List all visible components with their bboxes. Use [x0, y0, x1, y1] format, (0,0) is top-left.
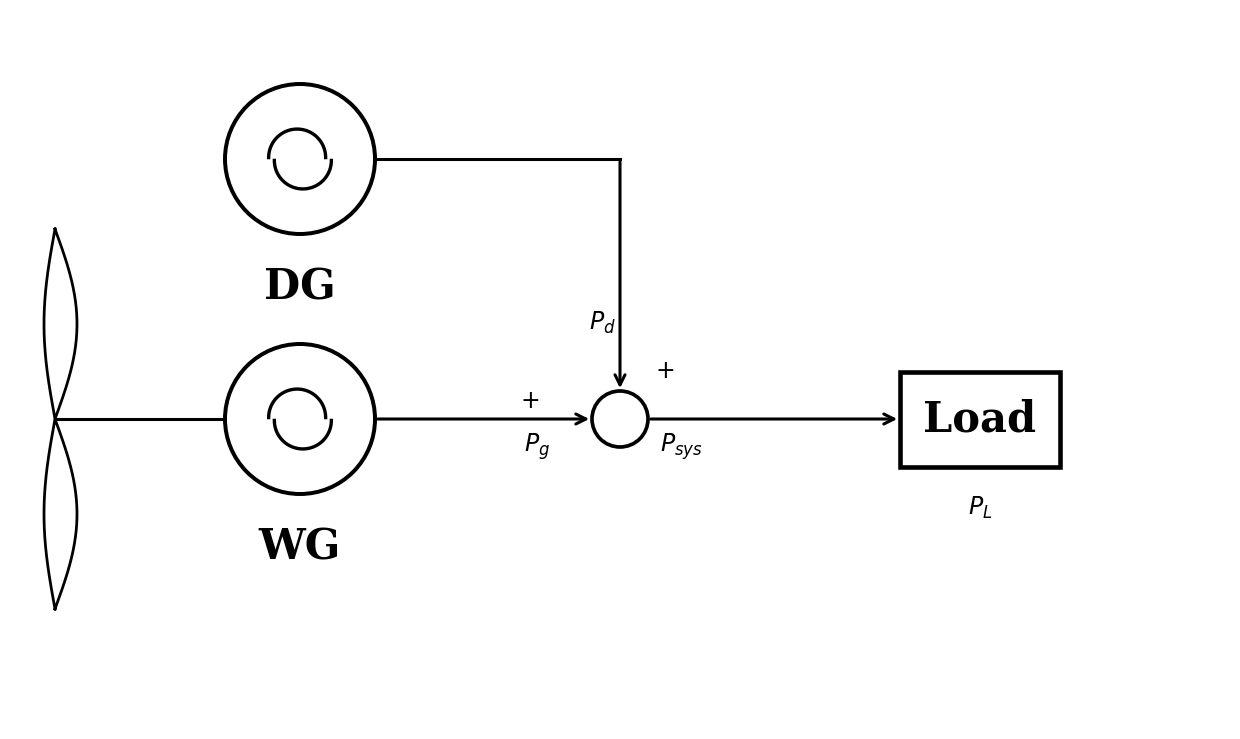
- Circle shape: [591, 391, 649, 447]
- Text: $P_{sys}$: $P_{sys}$: [660, 431, 703, 462]
- Text: +: +: [521, 389, 539, 413]
- Polygon shape: [43, 229, 77, 419]
- Text: $P_L$: $P_L$: [967, 494, 992, 521]
- Text: WG: WG: [259, 526, 341, 568]
- Bar: [900, 372, 1060, 466]
- Text: +: +: [656, 359, 676, 383]
- Text: $P_g$: $P_g$: [525, 431, 551, 462]
- Text: Load: Load: [924, 398, 1037, 440]
- Text: DG: DG: [264, 266, 336, 308]
- Polygon shape: [43, 419, 77, 609]
- Text: $P_d$: $P_d$: [589, 310, 615, 336]
